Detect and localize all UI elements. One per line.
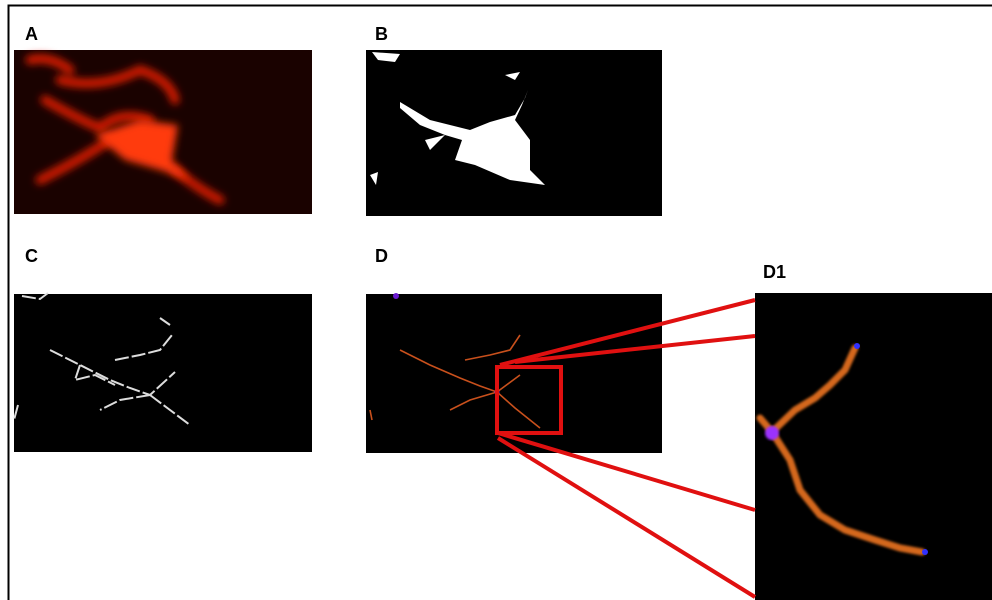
panel-label: B [375, 24, 388, 44]
figure: A B C D D1 [0, 0, 992, 600]
panel-b-image [366, 50, 662, 216]
panel-label: D [375, 246, 388, 266]
panel-c-image [14, 293, 312, 452]
panel-label: C [25, 246, 38, 266]
panel-d1-image [755, 293, 992, 600]
panel-d-image [366, 293, 662, 453]
panel-a-image [14, 50, 312, 214]
panel-label: A [25, 24, 38, 44]
panel-label: D1 [763, 262, 786, 282]
